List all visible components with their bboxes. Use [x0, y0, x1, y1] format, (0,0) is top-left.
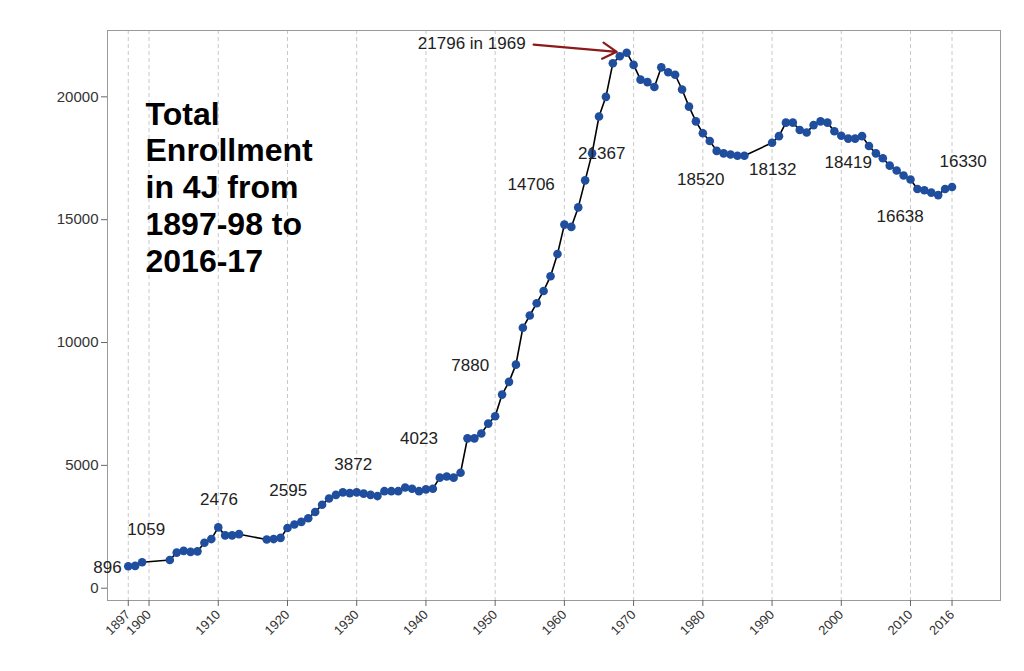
- svg-text:18132: 18132: [749, 160, 796, 179]
- svg-text:2476: 2476: [200, 490, 238, 509]
- svg-text:1940: 1940: [400, 607, 431, 638]
- svg-text:1950: 1950: [469, 607, 500, 638]
- svg-text:2010: 2010: [885, 607, 916, 638]
- svg-text:1059: 1059: [127, 520, 165, 539]
- svg-text:0: 0: [90, 579, 98, 596]
- svg-text:14706: 14706: [508, 175, 555, 194]
- svg-text:1930: 1930: [331, 607, 362, 638]
- svg-text:1970: 1970: [608, 607, 639, 638]
- svg-text:TotalEnrollmentin 4J from1897-: TotalEnrollmentin 4J from1897-98 to2016-…: [146, 96, 313, 279]
- svg-text:1897: 1897: [102, 606, 134, 638]
- svg-text:1910: 1910: [192, 607, 223, 638]
- svg-text:896: 896: [93, 558, 121, 577]
- svg-text:2000: 2000: [815, 607, 846, 638]
- svg-text:18520: 18520: [677, 170, 724, 189]
- svg-text:18419: 18419: [825, 153, 872, 172]
- svg-text:1920: 1920: [261, 607, 292, 638]
- svg-text:1900: 1900: [123, 607, 154, 638]
- svg-text:2016: 2016: [926, 607, 957, 638]
- svg-text:1980: 1980: [677, 607, 708, 638]
- svg-text:21367: 21367: [578, 144, 625, 163]
- svg-text:1960: 1960: [538, 607, 569, 638]
- svg-text:5000: 5000: [65, 456, 98, 473]
- svg-text:20000: 20000: [57, 88, 99, 105]
- svg-text:15000: 15000: [57, 210, 99, 227]
- svg-text:2595: 2595: [269, 481, 307, 500]
- svg-text:1990: 1990: [746, 607, 777, 638]
- svg-text:16638: 16638: [876, 207, 923, 226]
- svg-text:7880: 7880: [451, 356, 489, 375]
- svg-text:21796 in 1969: 21796 in 1969: [418, 34, 526, 53]
- svg-text:10000: 10000: [57, 333, 99, 350]
- svg-text:4023: 4023: [400, 429, 438, 448]
- svg-text:3872: 3872: [334, 455, 372, 474]
- svg-text:16330: 16330: [939, 152, 986, 171]
